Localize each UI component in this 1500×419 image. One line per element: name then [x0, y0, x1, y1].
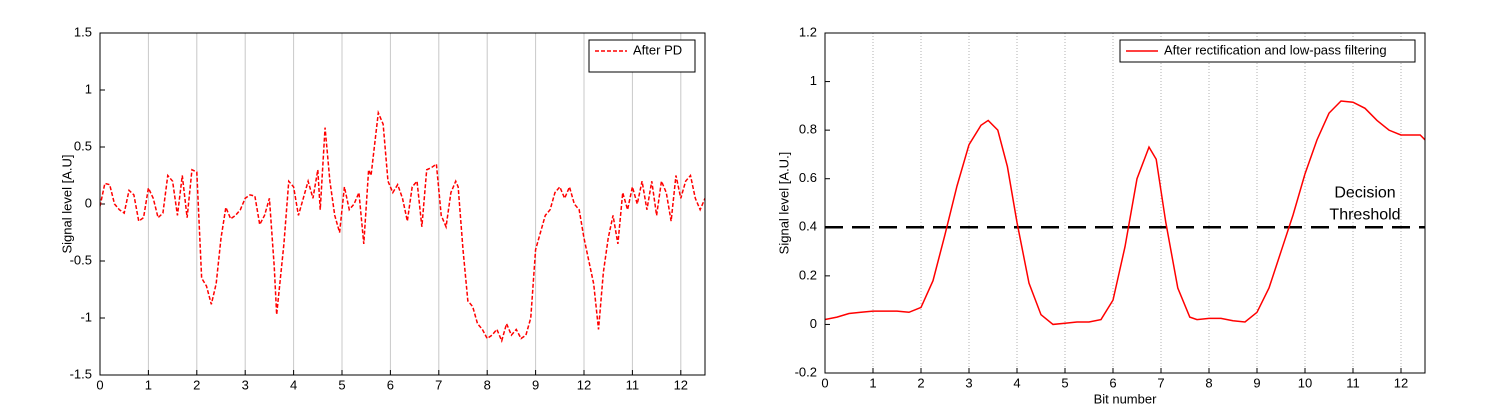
legend-box	[588, 39, 696, 73]
y-tick-label: 0	[810, 316, 817, 331]
y-tick-label: 1	[85, 81, 92, 96]
x-tick-label: 1	[869, 375, 876, 390]
x-tick-label: 10	[1298, 375, 1312, 390]
axes-box	[824, 32, 1426, 374]
x-axis-label: Bit number	[1094, 391, 1158, 406]
annotation: Threshold	[1329, 207, 1400, 224]
x-tick-label: 12	[577, 377, 591, 392]
y-tick-label: -1	[80, 309, 92, 324]
legend-box	[1119, 39, 1416, 63]
legend-label: After rectification and low-pass filteri…	[1164, 42, 1387, 57]
y-tick-label: -0.5	[70, 252, 92, 267]
y-tick-label: 0	[85, 195, 92, 210]
y-tick-label: 0.5	[74, 138, 92, 153]
y-axis-label: Signal level [A.U.]	[776, 152, 791, 255]
x-tick-label: 8	[1205, 375, 1212, 390]
axes-box	[99, 32, 706, 376]
x-tick-label: 8	[484, 377, 491, 392]
y-tick-label: -0.2	[795, 364, 817, 379]
x-tick-label: 11	[626, 377, 640, 392]
x-tick-label: 1	[145, 377, 152, 392]
x-tick-label: 7	[1157, 375, 1164, 390]
plot-area	[100, 33, 705, 375]
y-tick-label: 0.4	[799, 219, 817, 234]
y-tick-label: 0.6	[799, 170, 817, 185]
y-tick-label: 0.8	[799, 122, 817, 137]
x-tick-label: 5	[338, 377, 345, 392]
x-tick-label: 9	[532, 377, 539, 392]
x-tick-label: 4	[290, 377, 297, 392]
x-tick-label: 2	[193, 377, 200, 392]
x-tick-label: 0	[96, 377, 103, 392]
x-tick-label: 7	[435, 377, 442, 392]
series-line	[100, 109, 705, 344]
y-tick-label: 1.5	[74, 24, 92, 39]
y-tick-label: 1	[810, 73, 817, 88]
x-tick-label: 3	[242, 377, 249, 392]
x-tick-label: 5	[1061, 375, 1068, 390]
y-tick-label: 0.2	[799, 267, 817, 282]
x-tick-label: 2	[917, 375, 924, 390]
y-tick-label: 1.2	[799, 24, 817, 39]
x-tick-label: 6	[387, 377, 394, 392]
x-tick-label: 12	[1394, 375, 1408, 390]
y-axis-label: Signal level [A.U]	[59, 155, 74, 254]
x-tick-label: 12	[674, 377, 688, 392]
series-line	[825, 100, 1425, 326]
plot-area	[825, 33, 1425, 373]
annotation: Decision	[1334, 185, 1395, 202]
legend-label: After PD	[633, 42, 682, 57]
x-tick-label: 0	[821, 375, 828, 390]
x-tick-label: 3	[965, 375, 972, 390]
x-tick-label: 4	[1013, 375, 1020, 390]
x-tick-label: 11	[1346, 375, 1360, 390]
x-tick-label: 6	[1109, 375, 1116, 390]
x-tick-label: 9	[1253, 375, 1260, 390]
y-tick-label: -1.5	[70, 366, 92, 381]
